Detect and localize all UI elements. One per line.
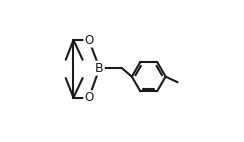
Text: O: O xyxy=(84,91,94,104)
Text: O: O xyxy=(84,34,94,47)
Text: B: B xyxy=(95,62,104,75)
